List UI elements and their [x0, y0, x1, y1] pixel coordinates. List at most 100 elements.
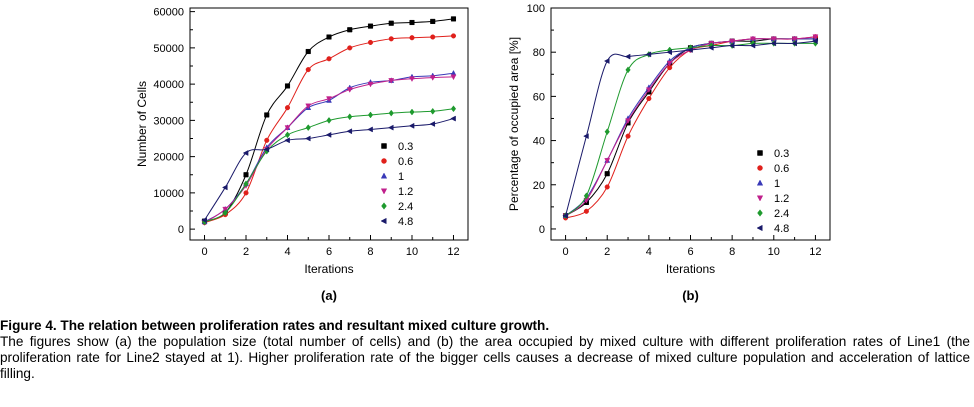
data-point-4.8: [346, 128, 353, 135]
data-point-0.6: [326, 56, 332, 62]
data-point-0.3: [284, 83, 291, 89]
data-point-2.4: [388, 109, 394, 117]
y-tick-label: 0: [178, 224, 184, 236]
data-point-4.8: [242, 150, 249, 156]
data-point-0.6: [583, 208, 589, 214]
legend-label-1: 1: [398, 171, 404, 183]
legend-label-1.2: 1.2: [774, 193, 789, 205]
x-tick-label: 0: [201, 246, 207, 258]
data-point-0.6: [625, 133, 631, 139]
data-point-4.8: [583, 133, 589, 140]
data-point-2.4: [326, 116, 332, 124]
caption-title: Figure 4. The relation between prolifera…: [0, 318, 550, 333]
y-tick-label: 40: [533, 136, 545, 148]
data-point-4.8: [221, 184, 228, 191]
data-point-4.8: [408, 122, 415, 129]
legend-label-2.4: 2.4: [398, 201, 413, 213]
data-point-2.4: [243, 180, 249, 188]
data-point-4.8: [429, 121, 436, 127]
chart-panel-a: 0 2 4 6 8 10 12 0 10000 20000 30000 40000 50000 60000…: [135, 7, 469, 303]
data-point-4.8: [728, 42, 735, 49]
data-point-1.2: [367, 81, 374, 88]
data-point-0.6: [430, 34, 436, 40]
data-point-4.8: [562, 212, 568, 219]
data-point-1.2: [305, 103, 312, 110]
series-line-0.6: [204, 35, 454, 224]
x-tick-label: 8: [729, 246, 735, 258]
data-point-4.8: [624, 53, 631, 60]
panel-label: (a): [321, 288, 337, 303]
data-point-2.4: [430, 107, 436, 115]
x-tick-label: 4: [284, 246, 290, 258]
data-point-0.3: [367, 23, 374, 29]
y-axis-title: Number of Cells: [135, 81, 149, 167]
legend-label-0.6: 0.6: [398, 156, 413, 168]
data-point-1.2: [812, 34, 819, 41]
series-line-0.6: [565, 36, 816, 219]
data-point-0.6: [409, 35, 415, 41]
legend-marker-0.6: [757, 165, 763, 171]
data-point-4.8: [387, 124, 394, 131]
y-tick-label: 30000: [153, 115, 184, 127]
data-point-0.3: [450, 16, 457, 22]
data-point-4.8: [812, 38, 818, 45]
caption-body: The figures show (a) the population size…: [0, 334, 970, 381]
legend-label-0.3: 0.3: [774, 148, 789, 160]
data-point-0.3: [243, 172, 249, 178]
legend-label-1.2: 1.2: [398, 186, 413, 198]
x-tick-label: 2: [604, 246, 610, 258]
x-tick-label: 8: [367, 246, 373, 258]
y-tick-label: 40000: [153, 79, 184, 91]
y-tick-label: 20: [533, 180, 545, 192]
data-point-4.8: [450, 115, 456, 122]
legend-marker-1: [380, 172, 388, 179]
data-point-0.6: [264, 137, 270, 143]
data-point-2.4: [367, 111, 374, 119]
data-point-4.8: [325, 131, 332, 138]
legend-marker-2.4: [757, 209, 763, 217]
data-point-4.8: [687, 47, 693, 53]
data-point-2.4: [625, 66, 631, 74]
data-point-0.3: [409, 19, 415, 26]
data-point-1.2: [625, 118, 631, 124]
data-point-1.2: [429, 75, 436, 81]
data-point-0.6: [646, 96, 652, 102]
legend-marker-1: [756, 179, 764, 186]
data-point-2.4: [222, 209, 228, 217]
data-point-0.3: [604, 171, 610, 177]
legend-marker-0.3: [381, 143, 387, 149]
data-point-0.6: [388, 36, 394, 42]
data-point-1.2: [450, 74, 457, 81]
data-point-4.8: [367, 126, 373, 133]
data-point-0.6: [243, 190, 249, 196]
data-point-2.4: [604, 128, 610, 136]
data-point-4.8: [770, 40, 777, 47]
x-tick-label: 6: [326, 246, 332, 258]
legend-marker-2.4: [381, 202, 387, 210]
data-point-0.3: [264, 112, 270, 118]
data-point-1.2: [791, 36, 798, 43]
data-point-4.8: [749, 42, 756, 49]
data-point-0.3: [305, 48, 311, 55]
legend-label-1: 1: [774, 178, 780, 190]
data-point-0.6: [450, 33, 457, 39]
x-tick-label: 6: [687, 246, 693, 258]
legend-marker-1.2: [756, 195, 764, 202]
data-point-0.3: [347, 27, 353, 33]
x-tick-label: 4: [646, 246, 652, 258]
x-tick-label: 10: [768, 246, 780, 258]
data-point-1.2: [604, 158, 611, 164]
data-point-0.3: [388, 20, 394, 26]
data-point-2.4: [409, 108, 415, 116]
data-point-0.6: [367, 39, 374, 45]
data-point-1.2: [750, 36, 756, 43]
chart-panel-b: 0 2 4 6 8 10 12 0 20 40 60 80 100 Iterations Percentag…: [507, 3, 831, 303]
data-point-2.4: [284, 131, 291, 139]
y-axis-title: Percentage of occupied area [%]: [507, 37, 521, 211]
data-point-4.8: [263, 146, 270, 153]
data-point-4.8: [708, 44, 714, 51]
x-tick-label: 2: [243, 246, 249, 258]
legend-label-0.6: 0.6: [774, 163, 789, 175]
panel-label: (b): [682, 288, 699, 303]
y-tick-label: 0: [539, 224, 545, 236]
